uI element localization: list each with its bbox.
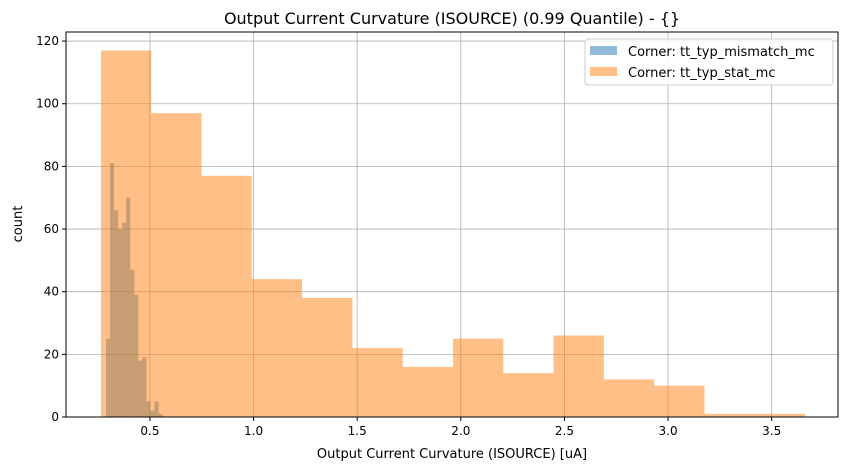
y-tick-label: 80 bbox=[44, 159, 59, 173]
histogram-bar-stat bbox=[503, 373, 554, 417]
legend-swatch-stat bbox=[590, 67, 617, 76]
histogram-bar-stat bbox=[251, 279, 303, 417]
y-tick-label: 120 bbox=[36, 34, 59, 48]
y-tick-label: 20 bbox=[44, 347, 59, 361]
histogram-bar-stat bbox=[352, 348, 403, 417]
legend-swatch-mismatch bbox=[590, 46, 617, 55]
y-axis-label: count bbox=[11, 206, 26, 243]
chart-title: Output Current Curvature (ISOURCE) (0.99… bbox=[224, 9, 680, 28]
x-tick-label: 2.5 bbox=[555, 424, 574, 438]
histogram-bar-stat bbox=[100, 50, 152, 417]
legend: Corner: tt_typ_mismatch_mc Corner: tt_ty… bbox=[584, 38, 834, 86]
x-tick-label: 3.5 bbox=[762, 424, 781, 438]
legend-label-mismatch: Corner: tt_typ_mismatch_mc bbox=[628, 45, 815, 60]
x-tick-label: 1.0 bbox=[244, 424, 263, 438]
x-axis-label: Output Current Curvature (ISOURCE) [uA] bbox=[317, 447, 587, 462]
x-tick-label: 1.5 bbox=[348, 424, 367, 438]
histogram-bar-stat bbox=[654, 385, 705, 417]
plot-frame bbox=[65, 31, 839, 418]
y-tick-label: 0 bbox=[51, 410, 59, 424]
histogram-bar-stat bbox=[201, 175, 252, 417]
y-tick-label: 100 bbox=[36, 97, 59, 111]
bars bbox=[100, 50, 806, 417]
histogram-bar-stat bbox=[754, 413, 806, 417]
histogram-bar-stat bbox=[402, 366, 453, 417]
y-tick-label: 40 bbox=[44, 285, 59, 299]
histogram-bar-stat bbox=[553, 335, 604, 417]
histogram-bar-stat bbox=[603, 379, 655, 417]
histogram-bar-stat bbox=[704, 413, 755, 417]
x-tick-label: 3.0 bbox=[659, 424, 678, 438]
y-axis-ticks: 0 20 40 60 80 100 120 bbox=[36, 34, 66, 424]
x-axis-ticks: 0.5 1.0 1.5 2.0 2.5 3.0 3.5 bbox=[140, 417, 781, 438]
legend-label-stat: Corner: tt_typ_stat_mc bbox=[628, 66, 776, 81]
legend-frame bbox=[584, 38, 834, 86]
x-tick-label: 0.5 bbox=[140, 424, 159, 438]
y-tick-label: 60 bbox=[44, 222, 59, 236]
histogram-bar-stat bbox=[151, 113, 202, 417]
x-tick-label: 2.0 bbox=[451, 424, 470, 438]
histogram-bar-stat bbox=[452, 338, 504, 417]
histogram-bar-stat bbox=[302, 297, 353, 417]
